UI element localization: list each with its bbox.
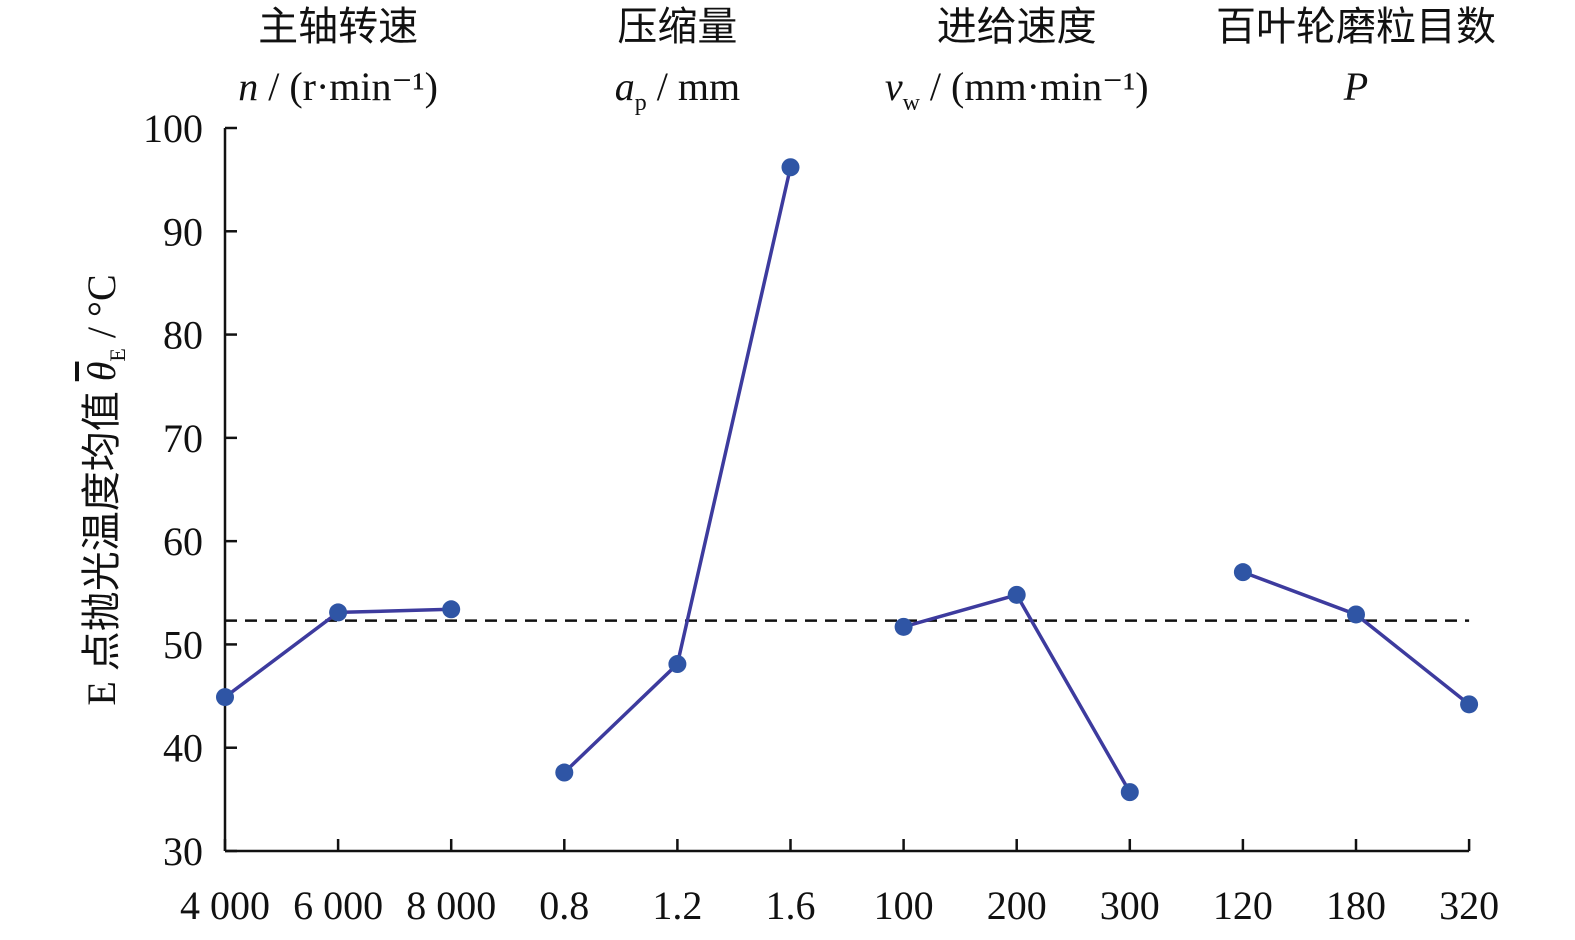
y-tick-label: 90 — [163, 209, 203, 254]
x-tick-label: 6 000 — [293, 883, 383, 928]
y-label-unit: / °C — [79, 274, 124, 348]
group-subtitle: ap / mm — [615, 64, 740, 116]
group-symbol: P — [1343, 64, 1368, 109]
x-tick-label: 1.2 — [652, 883, 702, 928]
x-tick-label: 8 000 — [406, 883, 496, 928]
point — [781, 158, 800, 177]
group-symbol: a — [615, 64, 635, 109]
y-label-symbol: θ — [79, 362, 124, 382]
group-subtitle: n / (r·min⁻¹) — [238, 64, 438, 109]
group-symbol: v — [885, 64, 903, 109]
series-line — [223, 607, 452, 699]
group-subtitle: vw / (mm·min⁻¹) — [885, 64, 1149, 116]
y-tick-label: 40 — [163, 726, 203, 771]
y-tick-label: 70 — [163, 416, 203, 461]
point — [1120, 783, 1139, 802]
x-tick-label: 200 — [987, 883, 1047, 928]
group-subtitle: P — [1343, 64, 1368, 109]
x-tick-label: 0.8 — [539, 883, 589, 928]
x-tick-label: 180 — [1326, 883, 1386, 928]
point — [216, 688, 234, 707]
group-symbol: n — [238, 64, 258, 109]
y-tick-label: 60 — [163, 519, 203, 564]
series-line — [903, 592, 1132, 793]
point — [1460, 695, 1479, 714]
group-unit: / (mm·min⁻¹) — [920, 64, 1149, 109]
group-title: 主轴转速 — [258, 4, 418, 49]
y-tick-label: 80 — [163, 313, 203, 358]
group-subscript: p — [635, 90, 647, 116]
y-axis-label: E 点抛光温度均值 θE / °C — [79, 274, 130, 705]
point — [442, 600, 461, 619]
point — [1007, 585, 1026, 604]
point — [668, 655, 687, 674]
x-tick-label: 300 — [1100, 883, 1160, 928]
group-unit: / (r·min⁻¹) — [258, 64, 438, 109]
y-tick-label: 30 — [163, 829, 203, 874]
group-title: 进给速度 — [937, 4, 1097, 49]
series-line — [1242, 570, 1471, 706]
x-tick-label: 320 — [1439, 883, 1499, 928]
point — [329, 603, 348, 622]
y-label-text: E 点抛光温度均值 — [79, 381, 124, 705]
group-title: 百叶轮磨粒目数 — [1216, 4, 1496, 49]
y-label-subscript: E — [105, 348, 130, 361]
point — [1233, 563, 1252, 582]
point — [1347, 605, 1365, 624]
x-tick-label: 1.6 — [766, 883, 816, 928]
x-tick-label: 100 — [874, 883, 934, 928]
group-unit: / mm — [647, 64, 740, 109]
series-line — [563, 166, 793, 774]
y-tick-label: 100 — [143, 106, 203, 151]
group-title: 压缩量 — [617, 4, 737, 49]
point — [555, 763, 574, 782]
y-tick-label: 50 — [163, 622, 203, 667]
x-tick-label: 120 — [1213, 883, 1273, 928]
point — [894, 617, 913, 636]
x-tick-label: 4 000 — [180, 883, 270, 928]
group-subscript: w — [903, 90, 921, 116]
